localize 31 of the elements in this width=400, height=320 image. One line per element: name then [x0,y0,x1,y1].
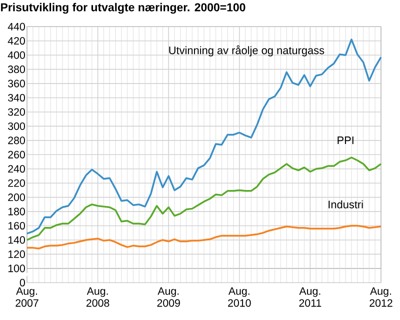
y-tick-label: 320 [8,108,25,116]
x-tick-label: Aug. 2010 [228,287,251,307]
y-tick-label: 300 [8,122,25,130]
y-tick-label: 200 [8,194,25,202]
y-tick-label: 400 [8,51,25,59]
x-tick-label: Aug. 2007 [16,287,38,307]
y-tick-label: 340 [8,94,25,102]
y-tick-label: 280 [8,136,25,144]
y-tick-label: 380 [8,66,25,74]
series-label: PPI [338,136,354,144]
y-tick-label: 100 [8,264,25,272]
series-label: Industri [328,200,363,208]
y-tick-label: 160 [8,222,25,230]
text: 0 [20,278,25,286]
y-tick-label: 360 [8,80,25,88]
x-tick-label: Aug. 2008 [86,287,110,307]
x-tick-label: Aug. 2011 [299,287,322,307]
y-tick-label: 140 [8,236,25,244]
y-tick-label: 220 [8,179,25,187]
y-tick-label: 420 [8,37,25,45]
series-label: Utvinning av råolje og naturgass [169,45,324,56]
y-tick-label: 240 [8,165,25,173]
chart-title: Prisutvikling for utvalgte næringer. 2000=100 [1,2,246,14]
x-tick-label: Aug. 2009 [157,287,180,307]
x-tick-label: Aug. 2012 [370,287,392,307]
y-tick-label: 180 [8,208,25,216]
line-series [26,156,382,241]
y-tick-label: 120 [8,250,25,258]
y-tick-label: 440 [8,22,25,30]
y-tick-label: 260 [8,150,25,158]
line-series [26,38,382,234]
